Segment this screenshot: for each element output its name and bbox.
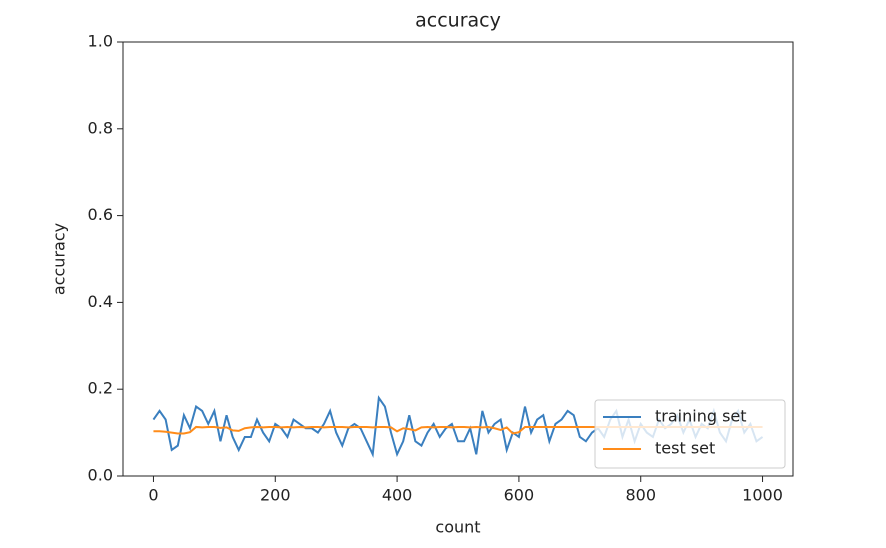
legend-box — [594, 399, 786, 469]
x-tick-label: 1000 — [742, 486, 783, 505]
y-tick-label: 0.0 — [88, 466, 113, 485]
y-tick-label: 1.0 — [88, 32, 113, 51]
x-tick-label: 0 — [148, 486, 158, 505]
chart-title: accuracy — [415, 10, 501, 32]
y-tick-label: 0.8 — [88, 118, 113, 137]
x-tick-label: 600 — [504, 486, 535, 505]
x-tick-label: 200 — [260, 486, 291, 505]
x-tick-label: 400 — [382, 486, 413, 505]
y-axis-label: accuracy — [50, 223, 69, 295]
x-axis-label: count — [435, 518, 480, 537]
plot-frame — [122, 41, 794, 477]
y-tick-label: 0.6 — [88, 205, 113, 224]
legend: training set test set — [594, 399, 786, 469]
x-tick-label: 800 — [625, 486, 656, 505]
legend-label: test set — [655, 439, 715, 458]
y-tick-label: 0.4 — [88, 292, 113, 311]
legend-label: training set — [655, 407, 747, 426]
y-tick-label: 0.2 — [88, 379, 113, 398]
